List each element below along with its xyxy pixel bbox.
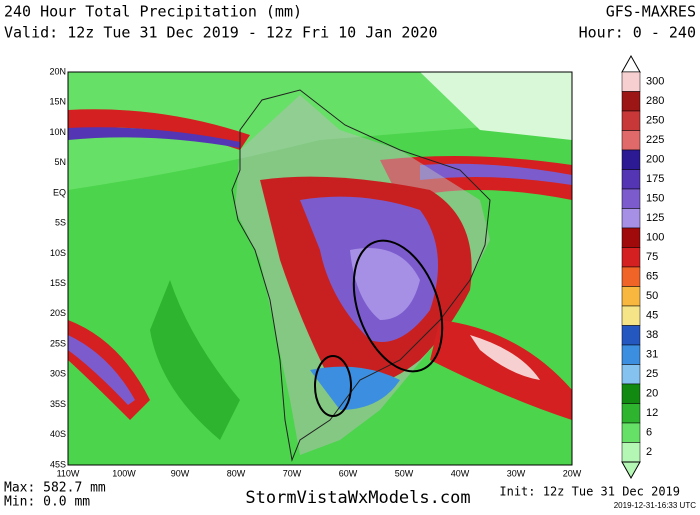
colorbar-swatch — [621, 286, 641, 307]
colorbar-label: 65 — [646, 271, 658, 283]
colorbar-swatch — [621, 305, 641, 326]
colorbar-swatch — [621, 266, 641, 287]
colorbar-label: 25 — [646, 368, 658, 380]
lat-labels: 20N 15N 10N 5N EQ 5S 10S 15S 20S 25S 30S 35S 40S 45S — [49, 66, 66, 469]
map-field — [68, 72, 572, 465]
colorbar-swatch — [621, 344, 641, 365]
colorbar-swatch — [621, 422, 641, 443]
colorbar-swatch — [621, 364, 641, 385]
colorbar-label: 300 — [646, 76, 664, 88]
lat-label: 25S — [50, 338, 66, 348]
max-value: Max: 582.7 mm — [4, 481, 106, 496]
colorbar-label: 12 — [646, 407, 658, 419]
lat-label: 20S — [50, 308, 66, 318]
hour-range: Hour: 0 - 240 — [579, 24, 696, 42]
colorbar-label: 2 — [646, 446, 652, 458]
colorbar-label: 200 — [646, 154, 664, 166]
lat-label: 35S — [50, 399, 66, 409]
colorbar-swatch — [621, 227, 641, 248]
map-frame — [67, 71, 573, 466]
colorbar-label: 150 — [646, 193, 664, 205]
valid-time: Valid: 12z Tue 31 Dec 2019 - 12z Fri 10 … — [4, 24, 437, 42]
colorbar-label: 38 — [646, 329, 658, 341]
colorbar-swatch — [621, 130, 641, 151]
colorbar-arrow — [621, 54, 641, 73]
init-time: Init: 12z Tue 31 Dec 2019 — [499, 485, 680, 499]
lat-label: 10S — [50, 248, 66, 258]
colorbar-swatch — [621, 149, 641, 170]
colorbar-label: 20 — [646, 388, 658, 400]
lat-label: 20N — [49, 66, 66, 76]
colorbar-label: 50 — [646, 290, 658, 302]
lon-label: 30W — [507, 468, 526, 478]
colorbar-swatch — [621, 169, 641, 190]
lat-label: EQ — [53, 187, 66, 197]
colorbar-label: 100 — [646, 232, 664, 244]
colorbar-label: 45 — [646, 310, 658, 322]
lon-label: 40W — [451, 468, 470, 478]
lon-label: 50W — [395, 468, 414, 478]
title: 240 Hour Total Precipitation (mm) — [4, 3, 302, 21]
colorbar-swatch — [621, 383, 641, 404]
colorbar-swatch — [621, 110, 641, 131]
lat-label: 10N — [49, 127, 66, 137]
lon-label: 90W — [171, 468, 190, 478]
colorbar-swatch — [621, 325, 641, 346]
colorbar-swatch — [621, 403, 641, 424]
min-value: Min: 0.0 mm — [4, 495, 90, 510]
colorbar-arrow — [621, 461, 641, 480]
lon-label: 100W — [112, 468, 136, 478]
colorbar-swatch — [621, 91, 641, 112]
site-name: StormVistaWxModels.com — [245, 488, 470, 508]
lon-labels: 110W 100W 90W 80W 70W 60W 50W 40W 30W 20W — [57, 468, 582, 478]
lon-label: 60W — [339, 468, 358, 478]
lon-label: 110W — [57, 468, 80, 478]
colorbar-label: 125 — [646, 212, 664, 224]
lat-label: 15N — [49, 97, 66, 107]
colorbar-swatch — [621, 188, 641, 209]
lat-label: 30S — [50, 369, 66, 379]
colorbar-swatch — [621, 442, 641, 463]
colorbar-swatch — [621, 247, 641, 268]
lon-label: 70W — [283, 468, 302, 478]
lat-label: 45S — [50, 459, 66, 469]
timestamp: 2019-12-31-16:33 UTC — [614, 501, 696, 510]
lat-label: 40S — [50, 429, 66, 439]
lat-label: 5N — [54, 157, 66, 167]
colorbar-label: 75 — [646, 251, 658, 263]
colorbar-label: 31 — [646, 349, 658, 361]
colorbar-label: 175 — [646, 173, 664, 185]
lat-label: 15S — [50, 278, 66, 288]
colorbar-label: 6 — [646, 427, 652, 439]
colorbar-label: 225 — [646, 134, 664, 146]
colorbar-swatch — [621, 71, 641, 92]
lon-label: 80W — [227, 468, 246, 478]
colorbar: 3002802502252001751501251007565504538312… — [621, 54, 664, 480]
colorbar-swatch — [621, 208, 641, 229]
model-name: GFS-MAXRES — [606, 3, 696, 21]
colorbar-label: 280 — [646, 95, 664, 107]
colorbar-label: 250 — [646, 115, 664, 127]
lon-label: 20W — [563, 468, 582, 478]
lat-label: 5S — [55, 218, 66, 228]
